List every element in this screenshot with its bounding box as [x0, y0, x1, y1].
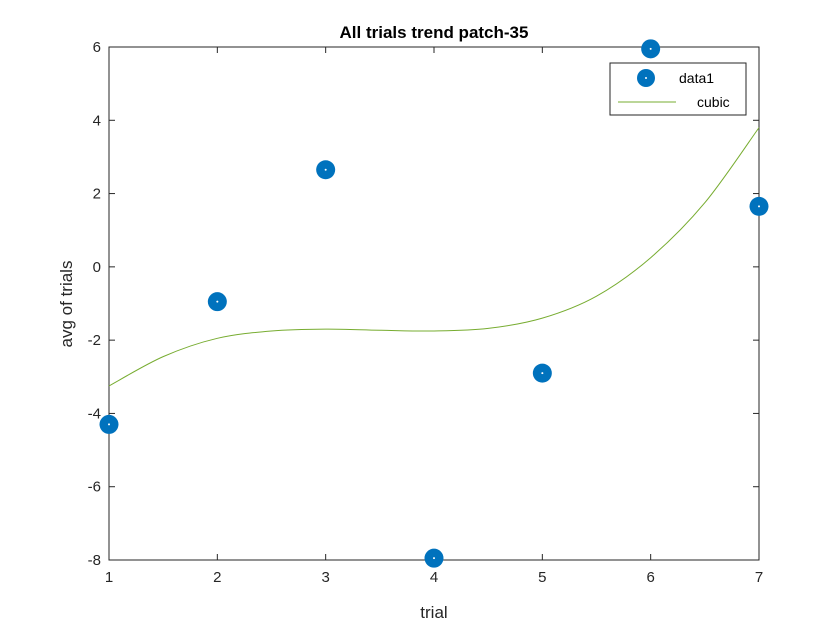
legend-box	[609, 62, 747, 116]
axes-box	[108, 46, 760, 561]
data-point-center	[324, 168, 327, 171]
x-tick-label: 1	[105, 569, 113, 586]
x-tick-label: 5	[538, 569, 546, 586]
x-tick-label: 6	[646, 569, 654, 586]
legend-label-cubic: cubic	[697, 94, 730, 110]
plot-area: 1 2 3 4 5 6 7 -8 -6 -4 -2 0 2 4 6	[88, 39, 769, 586]
x-tick-label: 4	[430, 569, 438, 586]
chart-title: All trials trend patch-35	[340, 23, 529, 42]
data-point-center	[541, 372, 544, 375]
y-tick-label: 2	[93, 186, 101, 203]
y-tick-label: 6	[93, 39, 101, 56]
legend-marker-center	[645, 77, 647, 79]
x-axis-label: trial	[420, 603, 447, 622]
data-point-center	[216, 300, 219, 303]
x-tick-label: 2	[213, 569, 221, 586]
y-tick-label: -8	[88, 552, 101, 569]
y-tick-label: 4	[93, 112, 101, 129]
series-line-cubic	[108, 127, 760, 387]
y-tick-label: -2	[88, 332, 101, 349]
y-tick-label: 0	[93, 259, 101, 276]
y-tick-label: -4	[88, 405, 101, 422]
legend: data1 cubic	[609, 62, 747, 116]
legend-label-data1: data1	[679, 70, 714, 86]
data-point-center	[649, 47, 652, 50]
x-tick-label: 7	[755, 569, 763, 586]
x-tick-label: 3	[321, 569, 329, 586]
data-point-center	[758, 205, 760, 208]
y-tick-label: -6	[88, 479, 101, 496]
data-point-center	[108, 423, 110, 426]
data-point-center	[433, 557, 435, 560]
y-axis-label: avg of trials	[57, 261, 76, 348]
